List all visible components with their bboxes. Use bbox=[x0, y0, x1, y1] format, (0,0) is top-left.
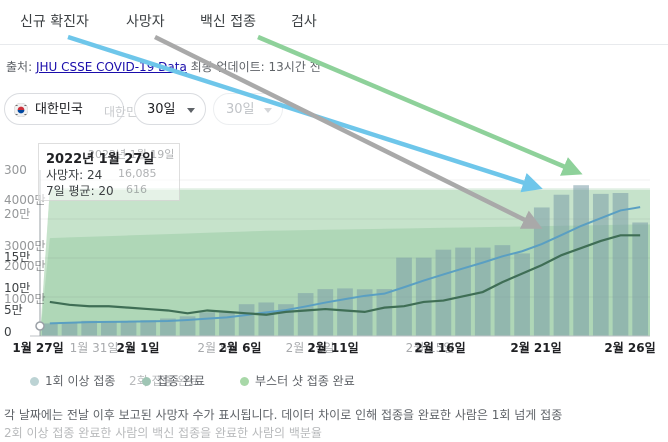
period-dropdown[interactable]: 30일 bbox=[134, 93, 206, 125]
x-tick-label-5: 2월 11일 bbox=[286, 341, 335, 355]
tab-new-cases[interactable]: 신규 확진자 bbox=[20, 14, 89, 30]
bar-2/23 bbox=[573, 185, 589, 336]
bar-2/9 bbox=[297, 293, 314, 336]
y-tick-label-6: 2000만 bbox=[4, 259, 46, 273]
y-tick-label-9: 20만 bbox=[4, 207, 30, 221]
tabs-divider bbox=[0, 44, 668, 45]
period-ghost-label: 30일 bbox=[226, 102, 255, 117]
x-tick-label-7: 2월 15일 bbox=[406, 341, 455, 355]
bar-1/29 bbox=[81, 320, 98, 336]
location-ghost-text: 대한민 bbox=[104, 105, 138, 119]
legend-label-first-dose: 1회 이상 접종 bbox=[45, 374, 116, 388]
legend-label-fully-vaccinated: 접종 완료 bbox=[157, 374, 205, 388]
bar-2/22 bbox=[553, 194, 570, 336]
bar-2/11 bbox=[337, 288, 353, 336]
bar-2/16 bbox=[435, 249, 452, 336]
bar-1/28 bbox=[61, 322, 78, 336]
bar-2/7 bbox=[258, 302, 275, 336]
legend-dot-fully-vaccinated bbox=[142, 377, 151, 386]
legend-item-first-dose: 1회 이상 접종 bbox=[30, 372, 115, 389]
bar-1/31 bbox=[120, 320, 137, 336]
tooltip-ghost-average: 616 bbox=[126, 183, 147, 196]
bar-2/21 bbox=[533, 207, 550, 336]
bar-2/4 bbox=[199, 312, 216, 336]
tooltip-deaths: 사망자: 24 bbox=[46, 168, 103, 182]
bar-2/3 bbox=[179, 316, 196, 336]
bar-2/10 bbox=[317, 289, 334, 336]
y-tick-label-4: 300 bbox=[4, 163, 27, 177]
location-label: 대한민국 bbox=[35, 102, 83, 117]
chart-footnote: 각 날짜에는 전날 이후 보고된 사망자 수가 표시됩니다. 데이터 차이로 인… bbox=[4, 408, 563, 422]
legend-item-fully-vaccinated: 접종 완료 bbox=[142, 372, 205, 389]
y-tick-label-8: 4000만 bbox=[4, 193, 46, 207]
period-dropdown-ghost: 30일 bbox=[213, 93, 283, 125]
x-tick-label-1: 1월 31일 bbox=[70, 341, 119, 355]
x-tick-label-2: 2월 1일 bbox=[117, 340, 160, 355]
x-tick-label-0: 1월 27일 bbox=[12, 340, 63, 355]
x-tick-label-9: 2월 21일 bbox=[510, 340, 561, 355]
korea-flag-icon bbox=[14, 103, 28, 117]
bar-2/6 bbox=[238, 304, 255, 336]
tooltip-date: 2022년 1월 27일 bbox=[46, 152, 155, 167]
tooltip-ghost-cases: 16,085 bbox=[118, 167, 157, 180]
y-tick-label-0: 0 bbox=[4, 325, 12, 339]
bar-2/26 bbox=[632, 222, 648, 336]
y-tick-label-1: 5만 bbox=[4, 303, 23, 317]
bar-1/27 bbox=[42, 323, 58, 336]
legend-dot-booster bbox=[240, 377, 249, 386]
tab-testing[interactable]: 검사 bbox=[291, 14, 317, 30]
period-label: 30일 bbox=[147, 102, 176, 117]
chevron-down-ghost-icon bbox=[264, 108, 272, 113]
bar-1/30 bbox=[101, 321, 117, 336]
bar-2/19 bbox=[494, 245, 511, 336]
bar-2/14 bbox=[396, 257, 412, 336]
bar-2/15 bbox=[415, 257, 432, 336]
legend-dot-first-dose bbox=[30, 377, 39, 386]
x-tick-label-10: 2월 26일 bbox=[604, 340, 655, 355]
chart-footnote-ghost: 2회 이상 접종 완료한 사람의 백신 접종을 완료한 사람의 백분율 bbox=[4, 426, 322, 440]
x-tick-label-8: 2월 16일 bbox=[414, 340, 465, 355]
tab-deaths[interactable]: 사망자 bbox=[126, 14, 165, 30]
deaths-line bbox=[49, 234, 641, 316]
last-updated: 최종 업데이트: 13시간 전 bbox=[186, 60, 321, 74]
y-tick-label-2: 10만 bbox=[4, 281, 30, 295]
bar-2/1 bbox=[140, 320, 157, 336]
bar-2/25 bbox=[612, 193, 629, 336]
metric-tabs: 신규 확진자 사망자 백신 접종 검사 bbox=[0, 0, 668, 44]
tab-vaccinations[interactable]: 백신 접종 bbox=[200, 14, 256, 30]
cases-average-line bbox=[49, 206, 641, 325]
bar-2/13 bbox=[376, 289, 393, 336]
bar-2/24 bbox=[592, 193, 609, 336]
source-prefix: 출처: bbox=[6, 60, 36, 74]
legend-label-booster: 부스터 샷 접종 완료 bbox=[255, 374, 355, 388]
x-tick-label-6: 2월 11일 bbox=[307, 340, 358, 355]
source-link[interactable]: JHU CSSE COVID-19 Data bbox=[35, 60, 187, 74]
bar-2/17 bbox=[455, 247, 471, 336]
chevron-down-icon bbox=[187, 108, 195, 113]
bar-2/2 bbox=[160, 318, 176, 336]
y-tick-label-5: 1000만 bbox=[4, 292, 46, 306]
x-tick-label-3: 2월 5일 bbox=[197, 341, 238, 355]
bar-2/20 bbox=[514, 253, 530, 336]
legend-item-booster: 부스터 샷 접종 완료 bbox=[240, 372, 355, 389]
y-tick-label-7: 3000만 bbox=[4, 239, 46, 253]
tooltip-7day-average: 7일 평균: 20 bbox=[46, 184, 114, 198]
y-tick-label-3: 15만 bbox=[4, 250, 30, 264]
source-line: 출처: JHU CSSE COVID-19 Data 최종 업데이트: 13시간… bbox=[6, 58, 321, 75]
hover-dot bbox=[35, 321, 45, 331]
x-tick-label-4: 2월 6일 bbox=[219, 340, 262, 355]
